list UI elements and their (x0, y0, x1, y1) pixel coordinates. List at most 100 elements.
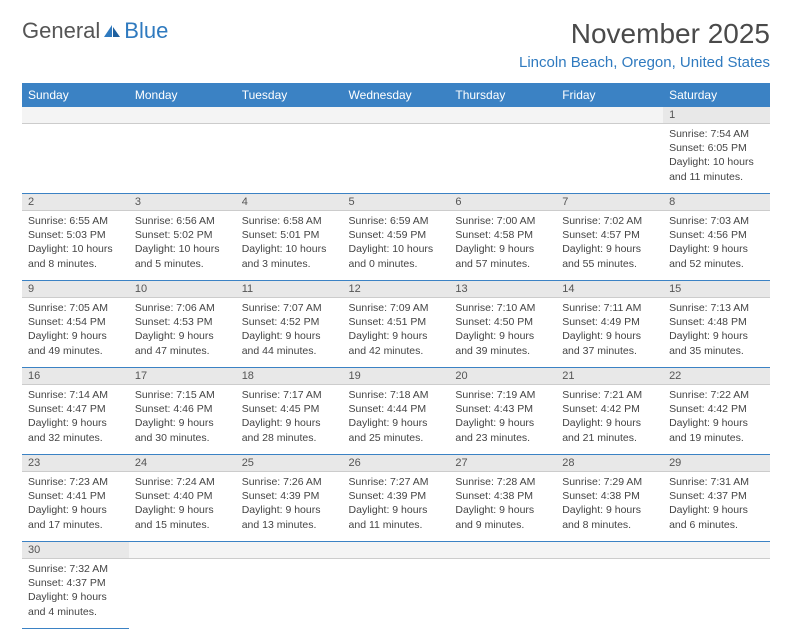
day-cell (343, 559, 450, 629)
day-cell-body: Sunrise: 7:05 AMSunset: 4:54 PMDaylight:… (22, 298, 129, 362)
day-cell-body: Sunrise: 6:55 AMSunset: 5:03 PMDaylight:… (22, 211, 129, 275)
daylight-text: Daylight: 9 hours and 49 minutes. (28, 329, 123, 357)
daylight-text: Daylight: 9 hours and 39 minutes. (455, 329, 550, 357)
day-cell: Sunrise: 7:02 AMSunset: 4:57 PMDaylight:… (556, 211, 663, 281)
day-number (449, 107, 556, 124)
day-cell-body: Sunrise: 6:58 AMSunset: 5:01 PMDaylight:… (236, 211, 343, 275)
day-number (343, 542, 450, 559)
daynum-row: 30 (22, 542, 770, 559)
sunrise-text: Sunrise: 7:21 AM (562, 388, 657, 402)
sunrise-text: Sunrise: 7:10 AM (455, 301, 550, 315)
sunset-text: Sunset: 4:37 PM (28, 576, 123, 590)
day-number (22, 107, 129, 124)
day-number (236, 107, 343, 124)
daylight-text: Daylight: 9 hours and 19 minutes. (669, 416, 764, 444)
month-title: November 2025 (519, 18, 770, 50)
day-header: Monday (129, 83, 236, 107)
sunrise-text: Sunrise: 7:23 AM (28, 475, 123, 489)
day-number: 22 (663, 368, 770, 385)
day-cell-body: Sunrise: 7:24 AMSunset: 4:40 PMDaylight:… (129, 472, 236, 536)
sunset-text: Sunset: 4:37 PM (669, 489, 764, 503)
day-number: 6 (449, 194, 556, 211)
day-cell-body: Sunrise: 7:26 AMSunset: 4:39 PMDaylight:… (236, 472, 343, 536)
daylight-text: Daylight: 9 hours and 42 minutes. (349, 329, 444, 357)
sunset-text: Sunset: 4:40 PM (135, 489, 230, 503)
day-number: 15 (663, 281, 770, 298)
sunrise-text: Sunrise: 7:32 AM (28, 562, 123, 576)
sunset-text: Sunset: 5:03 PM (28, 228, 123, 242)
day-cell (129, 559, 236, 629)
day-cell: Sunrise: 7:22 AMSunset: 4:42 PMDaylight:… (663, 385, 770, 455)
sunset-text: Sunset: 4:39 PM (349, 489, 444, 503)
sunrise-text: Sunrise: 7:26 AM (242, 475, 337, 489)
daylight-text: Daylight: 10 hours and 8 minutes. (28, 242, 123, 270)
daylight-text: Daylight: 10 hours and 3 minutes. (242, 242, 337, 270)
logo-text-general: General (22, 18, 100, 44)
sunrise-text: Sunrise: 7:07 AM (242, 301, 337, 315)
sunset-text: Sunset: 5:01 PM (242, 228, 337, 242)
day-cell: Sunrise: 6:58 AMSunset: 5:01 PMDaylight:… (236, 211, 343, 281)
day-cell: Sunrise: 7:26 AMSunset: 4:39 PMDaylight:… (236, 472, 343, 542)
daylight-text: Daylight: 10 hours and 5 minutes. (135, 242, 230, 270)
day-number (129, 107, 236, 124)
sunrise-text: Sunrise: 7:13 AM (669, 301, 764, 315)
day-cell-body: Sunrise: 7:03 AMSunset: 4:56 PMDaylight:… (663, 211, 770, 275)
day-number (449, 542, 556, 559)
day-content-row: Sunrise: 7:32 AMSunset: 4:37 PMDaylight:… (22, 559, 770, 629)
sunset-text: Sunset: 4:47 PM (28, 402, 123, 416)
day-number: 26 (343, 455, 450, 472)
logo: General Blue (22, 18, 168, 44)
day-cell-body: Sunrise: 7:00 AMSunset: 4:58 PMDaylight:… (449, 211, 556, 275)
day-cell (449, 559, 556, 629)
day-cell (22, 124, 129, 194)
day-number: 18 (236, 368, 343, 385)
day-number: 13 (449, 281, 556, 298)
daylight-text: Daylight: 9 hours and 35 minutes. (669, 329, 764, 357)
day-cell (556, 124, 663, 194)
day-cell: Sunrise: 7:21 AMSunset: 4:42 PMDaylight:… (556, 385, 663, 455)
day-cell (556, 559, 663, 629)
day-number (663, 542, 770, 559)
sunrise-text: Sunrise: 7:19 AM (455, 388, 550, 402)
day-cell: Sunrise: 7:13 AMSunset: 4:48 PMDaylight:… (663, 298, 770, 368)
day-number: 7 (556, 194, 663, 211)
daylight-text: Daylight: 9 hours and 23 minutes. (455, 416, 550, 444)
sunrise-text: Sunrise: 6:56 AM (135, 214, 230, 228)
sunset-text: Sunset: 4:54 PM (28, 315, 123, 329)
sunrise-text: Sunrise: 6:59 AM (349, 214, 444, 228)
day-number: 30 (22, 542, 129, 559)
day-number: 14 (556, 281, 663, 298)
day-cell-body: Sunrise: 7:54 AMSunset: 6:05 PMDaylight:… (663, 124, 770, 188)
sunrise-text: Sunrise: 7:02 AM (562, 214, 657, 228)
day-cell-body: Sunrise: 7:10 AMSunset: 4:50 PMDaylight:… (449, 298, 556, 362)
sunset-text: Sunset: 4:42 PM (562, 402, 657, 416)
daylight-text: Daylight: 9 hours and 44 minutes. (242, 329, 337, 357)
day-number: 28 (556, 455, 663, 472)
sunset-text: Sunset: 4:50 PM (455, 315, 550, 329)
sunrise-text: Sunrise: 7:22 AM (669, 388, 764, 402)
daylight-text: Daylight: 9 hours and 47 minutes. (135, 329, 230, 357)
day-content-row: Sunrise: 7:54 AMSunset: 6:05 PMDaylight:… (22, 124, 770, 194)
sunrise-text: Sunrise: 6:55 AM (28, 214, 123, 228)
sunset-text: Sunset: 4:48 PM (669, 315, 764, 329)
day-number: 2 (22, 194, 129, 211)
day-cell-body: Sunrise: 7:14 AMSunset: 4:47 PMDaylight:… (22, 385, 129, 449)
day-cell: Sunrise: 7:31 AMSunset: 4:37 PMDaylight:… (663, 472, 770, 542)
sunset-text: Sunset: 4:45 PM (242, 402, 337, 416)
day-cell (663, 559, 770, 629)
day-cell-body: Sunrise: 7:07 AMSunset: 4:52 PMDaylight:… (236, 298, 343, 362)
daylight-text: Daylight: 9 hours and 9 minutes. (455, 503, 550, 531)
sunset-text: Sunset: 4:56 PM (669, 228, 764, 242)
day-cell-body: Sunrise: 7:18 AMSunset: 4:44 PMDaylight:… (343, 385, 450, 449)
day-number (236, 542, 343, 559)
day-cell: Sunrise: 7:17 AMSunset: 4:45 PMDaylight:… (236, 385, 343, 455)
day-number: 23 (22, 455, 129, 472)
day-cell: Sunrise: 7:09 AMSunset: 4:51 PMDaylight:… (343, 298, 450, 368)
day-cell: Sunrise: 7:27 AMSunset: 4:39 PMDaylight:… (343, 472, 450, 542)
sunrise-text: Sunrise: 7:29 AM (562, 475, 657, 489)
header: General Blue November 2025 Lincoln Beach… (22, 18, 770, 71)
day-number: 27 (449, 455, 556, 472)
day-cell-body: Sunrise: 7:28 AMSunset: 4:38 PMDaylight:… (449, 472, 556, 536)
day-cell: Sunrise: 7:32 AMSunset: 4:37 PMDaylight:… (22, 559, 129, 629)
day-cell: Sunrise: 7:15 AMSunset: 4:46 PMDaylight:… (129, 385, 236, 455)
